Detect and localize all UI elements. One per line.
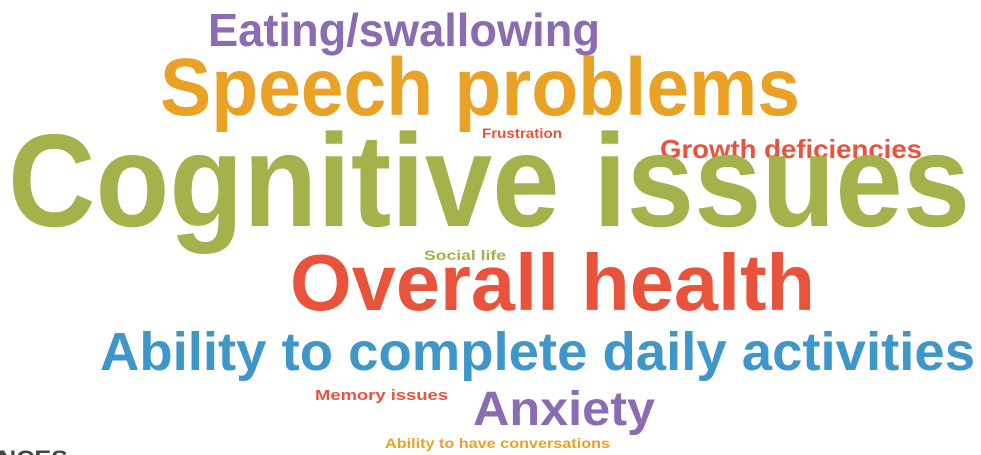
- word: Social life: [424, 247, 506, 263]
- word: Anxiety: [473, 383, 655, 436]
- word: Speech problems: [160, 42, 800, 133]
- word: Overall health: [290, 238, 815, 327]
- word: Ability to complete daily activities: [100, 322, 975, 382]
- word: Cognitive issues: [8, 107, 970, 254]
- word: Ability to have conversations: [385, 435, 610, 451]
- word: NCES: [0, 446, 68, 455]
- word: Memory issues: [315, 387, 448, 404]
- word: Eating/swallowing: [208, 4, 600, 56]
- word: Frustration: [482, 125, 562, 141]
- word: Growth deficiencies: [660, 134, 922, 164]
